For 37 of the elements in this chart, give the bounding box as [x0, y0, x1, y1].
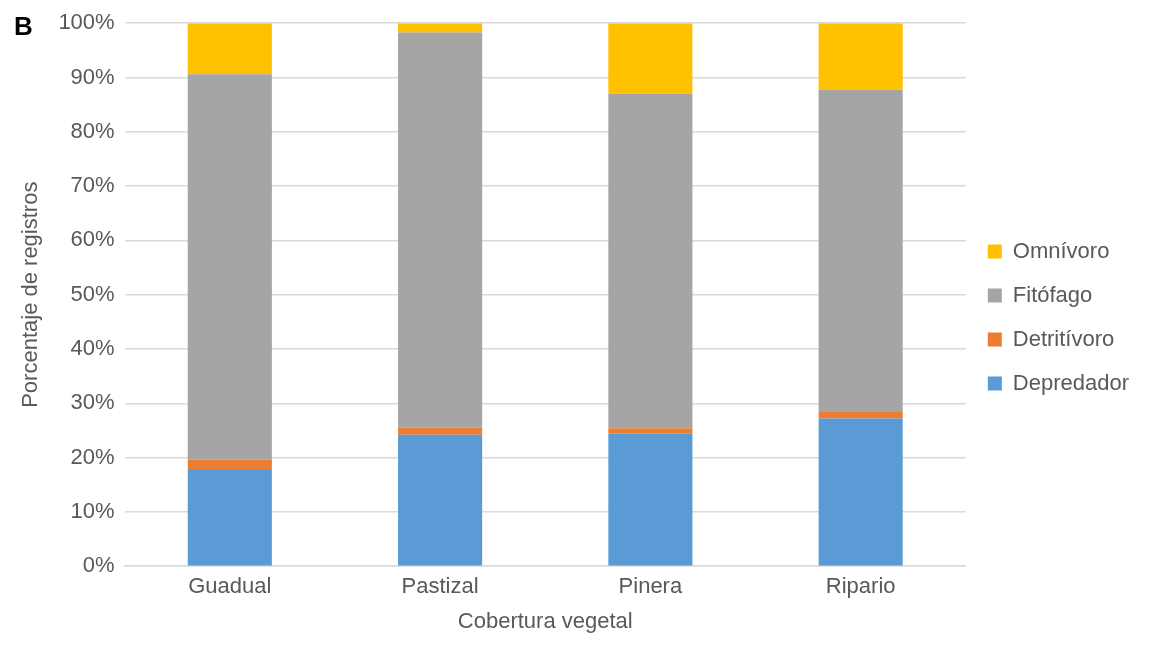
bar: [398, 32, 483, 428]
y-tick-label: 40%: [70, 335, 115, 361]
chart-title: B: [14, 10, 33, 41]
bar: [187, 459, 272, 471]
legend-label: Fitófago: [1012, 281, 1093, 307]
bar: [608, 23, 693, 94]
bar: [818, 89, 903, 412]
bar: [818, 418, 903, 566]
x-axis-title: Cobertura vegetal: [457, 607, 633, 633]
y-tick-label: 50%: [70, 280, 115, 306]
x-tick-label: Pinera: [618, 573, 683, 599]
bar: [187, 74, 272, 460]
legend-label: Detritívoro: [1012, 325, 1115, 351]
y-tick-label: 30%: [70, 389, 115, 415]
y-axis-title: Porcentaje de registros: [17, 181, 43, 408]
bar: [818, 23, 903, 90]
bar: [818, 411, 903, 419]
bar: [398, 434, 483, 566]
y-tick-label: 70%: [70, 172, 115, 198]
y-tick-label: 0%: [82, 552, 115, 578]
legend-label: Omnívoro: [1012, 237, 1110, 263]
y-tick-label: 20%: [70, 443, 115, 469]
y-tick-label: 80%: [70, 117, 115, 143]
bar: [187, 470, 272, 566]
bar: [398, 427, 483, 435]
y-tick-label: 100%: [58, 9, 115, 35]
x-tick-label: Guadual: [188, 573, 272, 599]
y-tick-label: 10%: [70, 497, 115, 523]
bar: [608, 93, 693, 429]
x-tick-label: Pastizal: [401, 573, 479, 599]
y-tick-label: 60%: [70, 226, 115, 252]
y-tick-label: 90%: [70, 63, 115, 89]
legend-label: Depredador: [1012, 369, 1129, 395]
bar: [187, 23, 272, 75]
x-tick-label: Ripario: [825, 573, 896, 599]
bar: [608, 433, 693, 566]
bar: [608, 428, 693, 434]
